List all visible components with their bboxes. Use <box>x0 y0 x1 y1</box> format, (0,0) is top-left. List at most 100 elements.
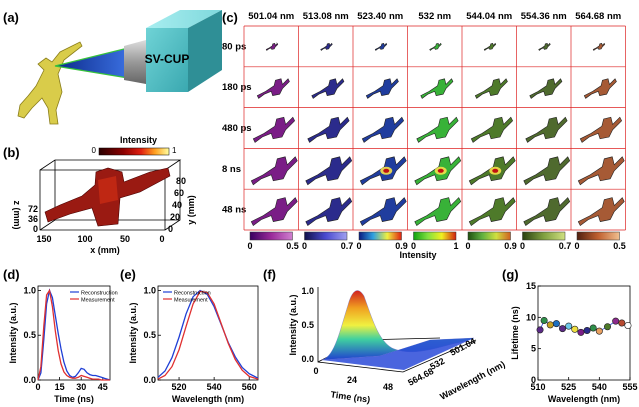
figure-silhouette <box>529 78 563 99</box>
wavelength-header: 501.04 nm <box>248 11 294 22</box>
x-tick-label: 45 <box>98 382 108 392</box>
f-xtick-1: 24 <box>347 375 357 385</box>
camera-cube-top <box>146 10 222 28</box>
frame-figure <box>361 116 405 143</box>
figure-silhouette <box>365 78 399 99</box>
frame-figure <box>414 197 462 227</box>
colorbar-min: 0 <box>574 241 579 251</box>
f-ytick-1: 532 <box>428 356 446 372</box>
f-ylabel: Wavelength (nm) <box>438 359 506 402</box>
time-row-label: 180 ps <box>222 82 252 93</box>
x-tick-label: 520 <box>172 382 187 392</box>
figure-silhouette <box>420 78 454 99</box>
figure-silhouette <box>579 116 623 143</box>
frame-figure <box>359 156 407 186</box>
time-row-label: 8 ns <box>222 164 241 175</box>
frame-figure <box>305 197 353 227</box>
f-surface-base <box>322 338 474 370</box>
volume-render: Intensity 0 1 150 100 50 0 x (mm) 0 20 4… <box>12 135 196 255</box>
figure-silhouette <box>525 116 568 143</box>
frame-figure <box>305 156 353 186</box>
b-xtick-1: 100 <box>77 234 92 244</box>
colorbar-min: 0 <box>520 241 525 251</box>
frame-figure <box>592 42 606 51</box>
series-line <box>37 288 111 381</box>
surface-plot: 1.0 0.5 0.0 Intensity (a.u.) 0 24 48 Tim… <box>288 286 507 405</box>
x-tick-label: 555 <box>622 382 637 392</box>
figure-silhouette <box>523 156 571 186</box>
colorbar-max: 0.9 <box>395 241 408 251</box>
colorbar-min: 0 <box>411 241 416 251</box>
panel-label-b: (b) <box>3 145 20 160</box>
figure-silhouette <box>592 42 606 51</box>
speck <box>276 42 278 43</box>
y-tick-label: 0.0 <box>23 375 36 385</box>
data-point <box>595 327 603 335</box>
x-axis-label: Time (ns) <box>54 394 94 404</box>
figure-silhouette <box>538 42 551 51</box>
sv-cup-illustration: SV-CUP <box>17 10 222 125</box>
b-ytick-1: 20 <box>170 212 180 222</box>
colorbar-max: 1 <box>453 241 458 251</box>
frame-figure <box>311 78 345 99</box>
data-point <box>583 326 591 334</box>
colorbar-max: 0.7 <box>559 241 572 251</box>
data-point <box>546 321 554 329</box>
x-tick-label: 525 <box>561 382 576 392</box>
figure-silhouette <box>416 116 459 143</box>
data-point <box>552 320 560 328</box>
dancer-figure <box>17 41 83 125</box>
camera-cube-front <box>146 28 188 92</box>
frame-figure <box>359 197 407 227</box>
b-colorbar-title: Intensity <box>120 135 157 145</box>
frame-figure <box>577 197 625 227</box>
x-tick-label: 0 <box>35 382 40 392</box>
y-tick-label: 0.5 <box>143 330 156 340</box>
y-tick-label: 0.5 <box>23 330 36 340</box>
b-zlabel: z (mm) <box>12 201 22 230</box>
panel-label-c: (c) <box>222 10 238 25</box>
x-axis-label: Wavelength (nm) <box>548 394 620 404</box>
frame-figure <box>523 156 571 186</box>
x-tick-label: 560 <box>242 382 257 392</box>
data-point <box>612 317 620 325</box>
colorbar <box>576 231 620 241</box>
legend-entry: Measurement <box>174 298 208 304</box>
plot-frame <box>537 285 631 381</box>
figure-silhouette <box>265 42 279 51</box>
legend-entry: Measurement <box>81 298 115 304</box>
x-tick-label: 540 <box>207 382 222 392</box>
figure-silhouette <box>311 78 345 99</box>
y-tick-label: 0 <box>531 375 536 385</box>
wavelength-header: 513.08 nm <box>303 11 349 22</box>
y-axis-label: Lifetime (ns) <box>510 306 520 360</box>
frame-figure <box>250 156 298 186</box>
figure-silhouette <box>250 156 298 186</box>
y-tick-label: 10 <box>526 312 536 322</box>
legend-entry: Reconstruction <box>81 291 118 297</box>
x-tick-label: 540 <box>592 382 607 392</box>
b-xtick-3: 0 <box>159 234 164 244</box>
frame-figure <box>523 197 571 227</box>
series-line <box>157 290 259 380</box>
panel-label-g: (g) <box>502 267 519 282</box>
colorbar-min: 0 <box>465 241 470 251</box>
colorbar-max: 0.5 <box>613 241 626 251</box>
series-line <box>157 289 259 379</box>
b-ytick-0: 0 <box>168 224 173 234</box>
colorbar-max: 0.7 <box>341 241 354 251</box>
x-tick-label: 30 <box>76 382 86 392</box>
b-ytick-3: 60 <box>174 188 184 198</box>
b-xtick-2: 50 <box>120 234 130 244</box>
data-point <box>571 325 579 333</box>
frame-figure <box>414 156 462 186</box>
f-xtick-2: 48 <box>383 382 393 392</box>
frame-figure <box>320 42 333 51</box>
colorbar-max: 0.9 <box>504 241 517 251</box>
frame-figure <box>429 42 442 51</box>
colorbar <box>467 231 511 241</box>
x-tick-label: 510 <box>530 382 545 392</box>
chart-e: 520 540 560 0.0 0.5 1.0 Wavelength (nm) Intensi… <box>128 285 259 404</box>
panel-label-e: (e) <box>120 267 136 282</box>
